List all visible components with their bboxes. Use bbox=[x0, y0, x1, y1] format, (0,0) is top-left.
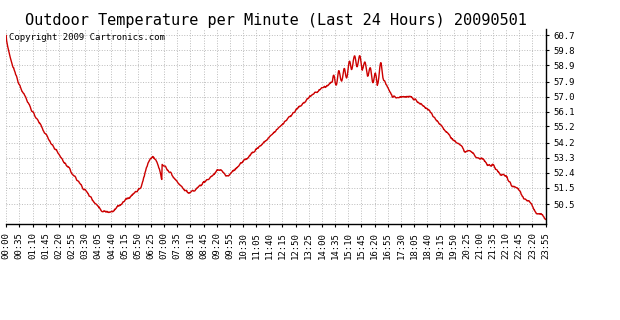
Title: Outdoor Temperature per Minute (Last 24 Hours) 20090501: Outdoor Temperature per Minute (Last 24 … bbox=[25, 12, 527, 28]
Text: Copyright 2009 Cartronics.com: Copyright 2009 Cartronics.com bbox=[9, 33, 165, 42]
